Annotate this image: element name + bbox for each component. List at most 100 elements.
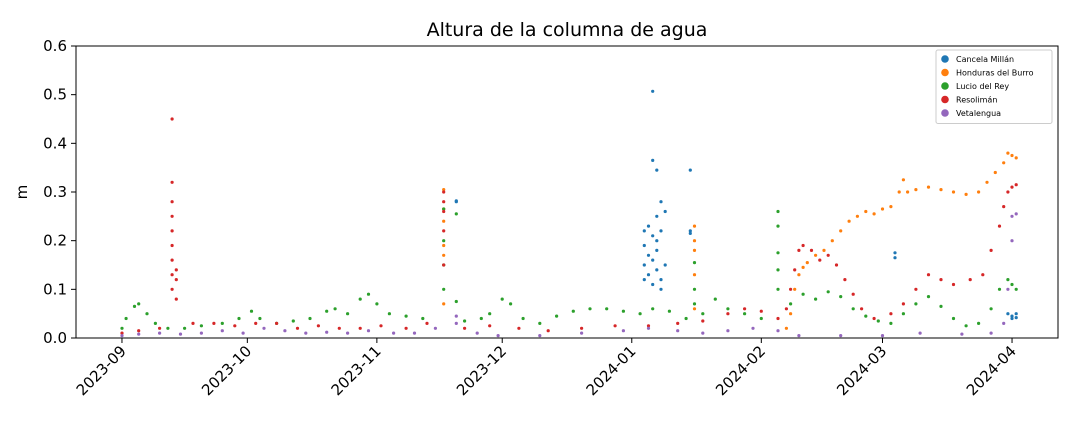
data-point bbox=[170, 243, 174, 248]
data-point bbox=[926, 185, 931, 189]
data-point bbox=[1010, 185, 1014, 189]
data-point bbox=[538, 334, 542, 338]
data-point bbox=[784, 307, 789, 311]
data-point bbox=[805, 261, 809, 265]
data-point bbox=[997, 287, 1002, 291]
data-point bbox=[985, 180, 989, 184]
data-point bbox=[1002, 161, 1006, 165]
data-point bbox=[692, 224, 697, 228]
data-point bbox=[667, 309, 672, 313]
legend-marker bbox=[941, 68, 949, 77]
data-point bbox=[120, 334, 124, 338]
data-point bbox=[864, 209, 868, 214]
data-point bbox=[358, 297, 362, 301]
data-point bbox=[442, 209, 446, 214]
data-point bbox=[170, 214, 174, 218]
data-point bbox=[613, 324, 617, 328]
data-point bbox=[989, 307, 993, 311]
data-point bbox=[951, 190, 956, 194]
data-point bbox=[939, 188, 943, 192]
data-point bbox=[249, 309, 254, 313]
data-point bbox=[425, 321, 429, 325]
data-point bbox=[220, 321, 224, 325]
data-point bbox=[651, 307, 655, 311]
data-point bbox=[651, 282, 655, 287]
data-point bbox=[1010, 282, 1014, 287]
data-point bbox=[174, 268, 178, 272]
data-point bbox=[358, 326, 362, 330]
data-point bbox=[914, 302, 918, 306]
legend-label: Honduras del Burro bbox=[956, 69, 1034, 78]
data-point bbox=[901, 178, 906, 182]
data-point bbox=[814, 297, 818, 301]
data-point bbox=[646, 273, 651, 277]
data-point bbox=[170, 229, 174, 233]
data-point bbox=[981, 273, 985, 277]
data-point bbox=[580, 326, 584, 330]
legend-marker bbox=[941, 82, 949, 90]
data-point bbox=[275, 321, 279, 325]
data-point bbox=[646, 253, 651, 257]
data-point bbox=[651, 234, 655, 238]
data-point bbox=[1014, 312, 1018, 316]
data-point bbox=[258, 316, 262, 321]
data-point bbox=[688, 231, 692, 235]
data-point bbox=[442, 302, 446, 306]
data-point bbox=[638, 312, 642, 316]
data-point bbox=[655, 214, 659, 218]
data-point bbox=[1010, 239, 1014, 243]
data-point bbox=[120, 331, 124, 335]
data-point bbox=[914, 287, 918, 291]
data-point bbox=[1014, 156, 1018, 160]
series-0 bbox=[454, 89, 1018, 321]
data-point bbox=[170, 180, 174, 184]
data-point bbox=[1014, 316, 1018, 320]
legend-marker bbox=[941, 109, 949, 117]
data-point bbox=[977, 321, 981, 325]
data-point bbox=[404, 326, 408, 330]
data-point bbox=[926, 295, 931, 299]
data-point bbox=[655, 168, 659, 172]
data-point bbox=[776, 268, 780, 272]
data-point bbox=[442, 188, 446, 192]
data-point bbox=[776, 209, 780, 214]
data-point bbox=[663, 263, 667, 267]
data-point bbox=[889, 205, 893, 209]
data-point bbox=[375, 302, 379, 306]
data-point bbox=[442, 253, 446, 257]
data-point bbox=[316, 324, 320, 328]
data-point bbox=[809, 248, 814, 252]
legend-marker bbox=[941, 55, 949, 63]
data-point bbox=[743, 307, 747, 311]
data-point bbox=[684, 316, 688, 321]
data-point bbox=[1006, 190, 1010, 194]
data-point bbox=[120, 326, 124, 330]
data-point bbox=[776, 287, 780, 291]
data-point bbox=[688, 229, 692, 233]
data-point bbox=[605, 307, 609, 311]
data-point bbox=[488, 312, 492, 316]
data-point bbox=[822, 248, 826, 252]
data-point bbox=[642, 278, 646, 282]
data-point bbox=[839, 295, 843, 299]
data-point bbox=[659, 200, 663, 204]
data-point bbox=[889, 321, 893, 325]
legend-marker bbox=[941, 95, 949, 104]
data-point bbox=[847, 219, 851, 223]
data-point bbox=[433, 326, 437, 330]
data-point bbox=[442, 207, 446, 211]
data-point bbox=[989, 331, 993, 335]
data-point bbox=[989, 248, 993, 252]
data-point bbox=[174, 278, 178, 282]
data-point bbox=[308, 316, 312, 321]
data-point bbox=[659, 278, 663, 282]
y-tick-label: 0.4 bbox=[43, 134, 67, 152]
data-point bbox=[1014, 287, 1018, 291]
data-point bbox=[580, 331, 584, 335]
data-point bbox=[726, 329, 730, 333]
data-point bbox=[651, 258, 655, 262]
data-point bbox=[818, 258, 822, 262]
data-point bbox=[488, 324, 492, 328]
data-point bbox=[692, 307, 697, 311]
data-point bbox=[789, 312, 793, 316]
